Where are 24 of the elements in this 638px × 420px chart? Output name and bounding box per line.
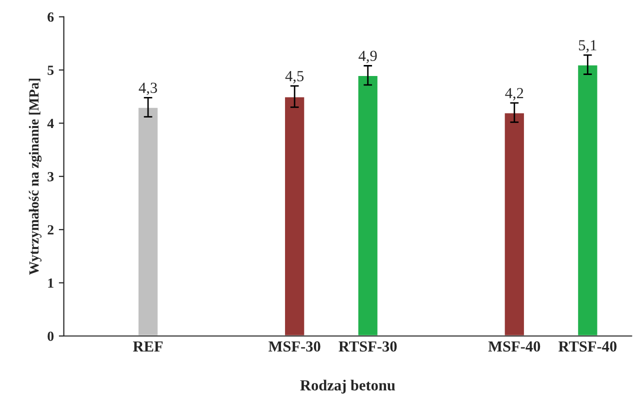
y-tick-label: 4 bbox=[47, 118, 54, 128]
bar bbox=[137, 106, 160, 336]
y-tick-label: 1 bbox=[48, 278, 54, 288]
x-tick-label: RTSF-30 bbox=[338, 341, 397, 352]
data-label: 4,2 bbox=[505, 88, 524, 100]
x-tick-label: RTSF-40 bbox=[558, 341, 617, 352]
y-tick-label: 0 bbox=[48, 332, 54, 341]
data-label: 5,1 bbox=[579, 40, 596, 53]
bar bbox=[284, 96, 306, 336]
x-tick-label: MSF-40 bbox=[488, 341, 540, 352]
x-tick-label: REF bbox=[133, 341, 163, 352]
x-axis-title: Rodzaj betonu bbox=[300, 380, 396, 394]
data-label: 4,3 bbox=[138, 82, 158, 96]
y-axis-title: Wytrzymałość na zginanie [MPa] bbox=[28, 78, 42, 275]
data-label: 4,9 bbox=[358, 50, 377, 64]
y-tick-label: 5 bbox=[48, 66, 54, 75]
y-tick-label: 6 bbox=[48, 12, 54, 22]
bar bbox=[576, 64, 599, 336]
bar bbox=[503, 112, 526, 336]
data-label: 4,5 bbox=[285, 71, 304, 84]
y-tick-label: 3 bbox=[48, 172, 54, 182]
x-tick-label: MSF-30 bbox=[268, 341, 320, 352]
y-tick-label: 2 bbox=[48, 225, 54, 234]
bar bbox=[356, 74, 379, 336]
